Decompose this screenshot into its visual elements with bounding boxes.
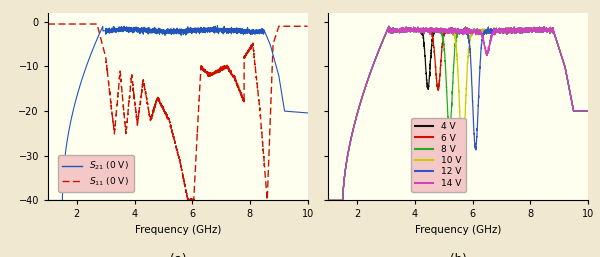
- Text: (b): (b): [450, 253, 467, 257]
- X-axis label: Frequency (GHz): Frequency (GHz): [134, 225, 221, 235]
- Legend: 4 V, 6 V, 8 V, 10 V, 12 V, 14 V: 4 V, 6 V, 8 V, 10 V, 12 V, 14 V: [411, 118, 466, 192]
- Legend: $S_{21}$ (0 V), $S_{11}$ (0 V): $S_{21}$ (0 V), $S_{11}$ (0 V): [58, 155, 134, 192]
- X-axis label: Frequency (GHz): Frequency (GHz): [415, 225, 502, 235]
- Text: (a): (a): [170, 253, 186, 257]
